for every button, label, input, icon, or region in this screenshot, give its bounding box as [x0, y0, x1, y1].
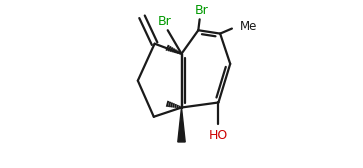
Text: Me: Me — [240, 19, 258, 33]
Text: HO: HO — [209, 129, 228, 142]
Polygon shape — [178, 108, 185, 142]
Text: Br: Br — [195, 4, 208, 17]
Text: Br: Br — [158, 15, 172, 28]
